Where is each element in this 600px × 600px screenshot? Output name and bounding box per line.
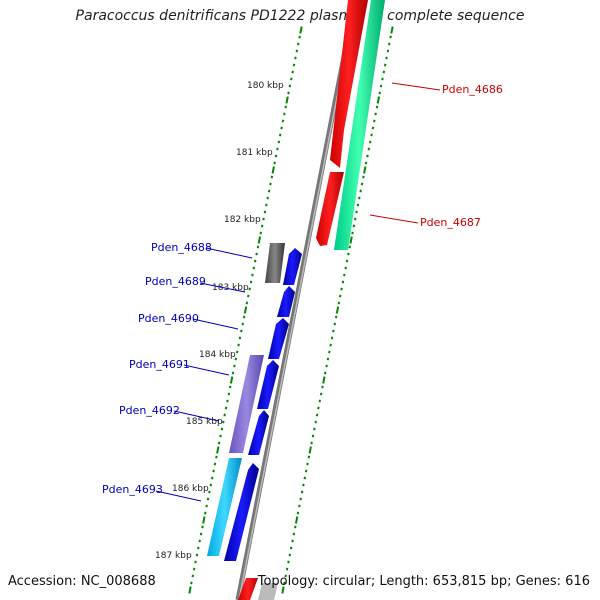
tick-label: 185 kbp	[186, 417, 223, 427]
inner-tick-track	[188, 26, 303, 594]
major-tick	[285, 96, 289, 104]
gene-feature-purple[interactable]	[229, 355, 264, 453]
map-title: Paracoccus denitrificans PD1222 plasmid …	[75, 8, 525, 24]
cds-arrow-reverse[interactable]	[248, 410, 269, 455]
major-tick	[229, 376, 234, 384]
major-tick	[349, 236, 353, 244]
tick-label: 183 kbp	[212, 283, 249, 293]
forward-gene-labels: Pden_4686 Pden_4687	[369, 82, 503, 229]
gene-label[interactable]: Pden_4692	[119, 404, 180, 417]
gene-label[interactable]: Pden_4686	[442, 83, 503, 96]
gene-feature-grey[interactable]	[265, 243, 285, 283]
tick-label: 180 kbp	[247, 81, 284, 91]
cds-arrow-reverse[interactable]	[224, 463, 259, 561]
accession-text: Accession: NC_008688	[8, 574, 156, 589]
major-tick	[322, 376, 326, 384]
gene-feature-grey[interactable]	[258, 583, 278, 600]
major-tick	[363, 166, 367, 174]
major-tick	[243, 306, 248, 314]
tick-label: 187 kbp	[155, 551, 192, 561]
tick-label: 184 kbp	[199, 350, 236, 360]
tick-label: 182 kbp	[224, 215, 261, 225]
major-tick	[299, 26, 303, 34]
tick-label: 186 kbp	[172, 484, 209, 494]
major-tick	[390, 26, 394, 34]
major-tick	[376, 96, 381, 104]
major-tick	[294, 516, 299, 524]
gene-label[interactable]: Pden_4688	[151, 241, 212, 254]
major-tick	[281, 586, 285, 594]
cds-arrow-reverse[interactable]	[268, 318, 289, 359]
gene-label[interactable]: Pden_4691	[129, 358, 190, 371]
major-tick	[271, 166, 275, 174]
backbone	[235, 0, 358, 600]
major-tick	[335, 306, 340, 314]
scale-ticks: 180 kbp 181 kbp 182 kbp 183 kbp 184 kbp …	[155, 81, 284, 561]
cds-arrow-forward[interactable]	[330, 0, 368, 168]
cds-arrow-reverse[interactable]	[277, 286, 295, 317]
topology-text: Topology: circular; Length: 653,815 bp; …	[257, 574, 590, 589]
gene-feature-cyan[interactable]	[207, 458, 242, 556]
gene-label[interactable]: Pden_4687	[420, 216, 481, 229]
major-tick	[202, 516, 206, 524]
forward-cds-track	[238, 0, 368, 600]
major-tick	[188, 586, 192, 594]
reverse-cds-track	[224, 248, 302, 561]
major-tick	[257, 236, 262, 244]
gene-feature-teal[interactable]	[334, 0, 385, 250]
gene-label[interactable]: Pden_4693	[102, 483, 163, 496]
reverse-gene-labels: Pden_4688 Pden_4689 Pden_4690 Pden_4691 …	[102, 241, 253, 502]
gene-label[interactable]: Pden_4689	[145, 275, 206, 288]
cds-arrow-reverse[interactable]	[283, 248, 302, 285]
tick-label: 181 kbp	[236, 148, 273, 158]
cds-arrow-forward[interactable]	[238, 578, 258, 600]
major-tick	[216, 446, 220, 454]
feature-track	[258, 0, 385, 600]
outer-tick-track	[281, 26, 394, 594]
other-feature-track	[207, 243, 285, 556]
cds-arrow-reverse[interactable]	[257, 360, 279, 409]
major-tick	[308, 446, 312, 454]
gene-label[interactable]: Pden_4690	[138, 312, 199, 325]
cds-arrow-forward[interactable]	[316, 172, 344, 246]
